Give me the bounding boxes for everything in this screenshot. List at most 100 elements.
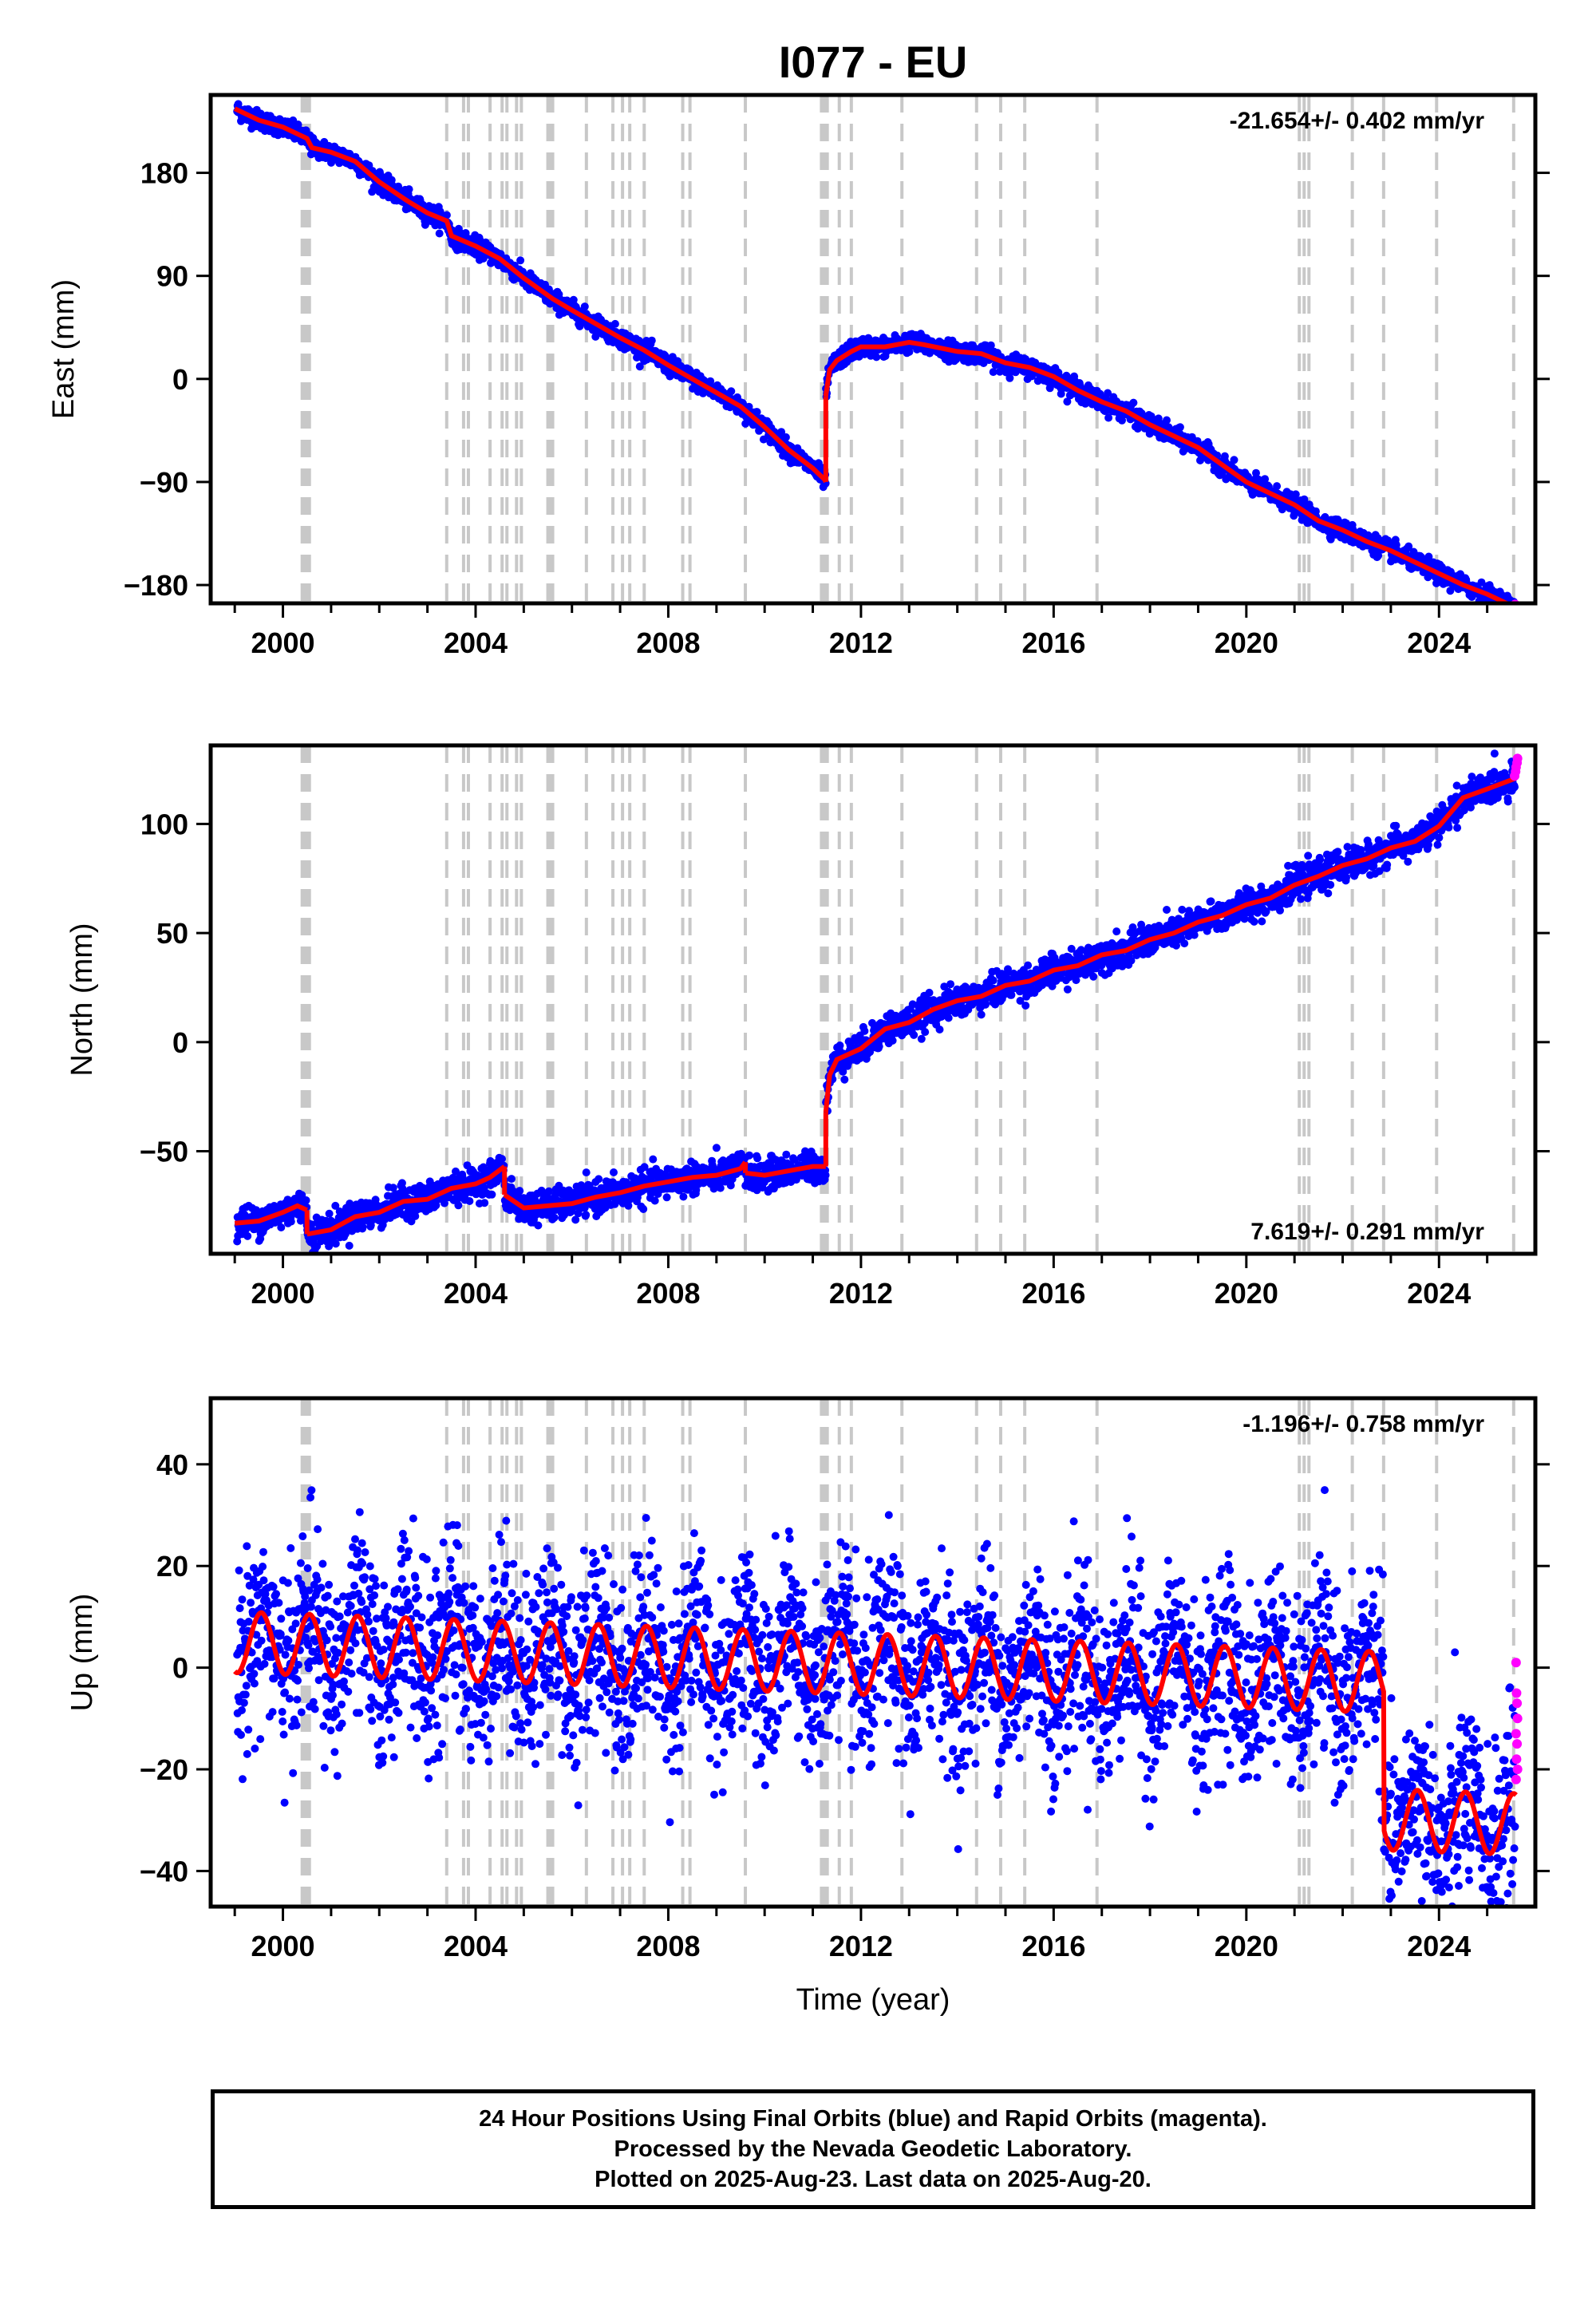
data-point xyxy=(1005,373,1014,382)
data-point xyxy=(341,1230,350,1239)
data-point xyxy=(1104,413,1113,422)
data-point xyxy=(534,1221,543,1230)
data-point xyxy=(679,1192,688,1201)
data-point xyxy=(317,1237,325,1246)
y-tick-label: −180 xyxy=(124,569,188,602)
data-point xyxy=(452,1167,460,1176)
model-line xyxy=(233,106,828,484)
data-point xyxy=(639,1205,648,1213)
data-point xyxy=(243,1231,252,1240)
data-point xyxy=(782,1150,791,1159)
plot-area xyxy=(233,95,1520,603)
data-point xyxy=(508,1175,516,1184)
data-point xyxy=(1118,416,1126,425)
data-point xyxy=(498,1155,506,1164)
data-point xyxy=(302,1196,310,1204)
data-point xyxy=(454,1201,463,1210)
x-tick-label: 2020 xyxy=(1215,626,1278,659)
data-point xyxy=(277,1223,286,1231)
data-point xyxy=(346,1199,354,1208)
data-point xyxy=(649,1155,658,1164)
data-point xyxy=(575,322,584,330)
rate-label: -21.654+/- 0.402 mm/yr xyxy=(1230,108,1485,134)
data-point xyxy=(1063,397,1072,406)
data-point xyxy=(716,1184,725,1192)
data-point xyxy=(986,341,995,350)
data-point xyxy=(635,362,644,371)
data-point xyxy=(712,1144,721,1152)
data-point xyxy=(488,1190,496,1199)
y-tick-label: 90 xyxy=(156,260,188,293)
data-point xyxy=(405,185,413,194)
data-point xyxy=(331,1239,340,1248)
data-point xyxy=(465,1197,474,1205)
data-point xyxy=(745,1151,753,1160)
data-point xyxy=(580,302,589,311)
data-point xyxy=(1273,482,1282,491)
x-tick-label: 2000 xyxy=(251,626,314,659)
data-point xyxy=(1252,468,1260,477)
data-point xyxy=(440,1199,448,1207)
data-point xyxy=(389,1184,397,1192)
data-point xyxy=(1175,423,1184,432)
data-point xyxy=(624,1201,633,1210)
data-point xyxy=(647,336,656,345)
x-tick-label: 2024 xyxy=(1407,626,1471,659)
y-tick-label: 0 xyxy=(172,363,188,396)
data-point xyxy=(872,353,881,362)
data-point xyxy=(650,1196,659,1205)
data-point xyxy=(1404,542,1413,551)
data-point xyxy=(358,1223,367,1231)
data-point xyxy=(1477,578,1486,587)
data-point xyxy=(1261,475,1270,484)
data-point xyxy=(294,121,302,128)
data-point xyxy=(432,1201,440,1210)
data-point xyxy=(781,433,790,441)
x-tick-label: 2016 xyxy=(1021,626,1085,659)
data-point xyxy=(550,1213,559,1222)
data-point xyxy=(325,1209,334,1218)
x-tick-label: 2012 xyxy=(829,626,893,659)
y-tick-label: −90 xyxy=(140,466,188,499)
data-point xyxy=(442,211,451,219)
model-line-group xyxy=(233,106,1512,603)
data-point xyxy=(516,1187,524,1196)
data-point xyxy=(1230,456,1238,464)
data-point xyxy=(1129,398,1138,407)
data-point xyxy=(571,1215,580,1224)
x-tick-label: 2008 xyxy=(636,626,700,659)
data-point xyxy=(331,1201,340,1210)
data-point xyxy=(480,1199,489,1207)
data-point xyxy=(345,1241,354,1250)
data-point xyxy=(610,319,619,328)
data-point xyxy=(307,1220,316,1229)
data-point xyxy=(905,347,914,356)
plot-frame xyxy=(208,93,1538,606)
y-tick-label: 180 xyxy=(140,157,188,190)
data-point xyxy=(684,1184,693,1193)
data-point xyxy=(595,1175,603,1184)
data-point xyxy=(995,367,1004,376)
data-point xyxy=(726,1181,735,1190)
plot-area xyxy=(233,745,1523,1254)
east-panel: 2000 2004 2008 2012 2016 2020 2024−180−9009018… xyxy=(47,93,1550,659)
north-panel: 2000 2004 2008 2012 2016 2020 2024−50050100Nor… xyxy=(65,743,1550,1310)
data-point xyxy=(610,1168,618,1176)
data-point xyxy=(1163,416,1171,425)
data-point xyxy=(544,1187,553,1196)
data-point xyxy=(582,1168,591,1177)
figure-title: I077 - EU xyxy=(779,37,968,87)
data-point xyxy=(516,256,525,265)
data-point xyxy=(1424,552,1433,561)
data-point xyxy=(325,1242,334,1251)
y-axis-label: East (mm) xyxy=(47,279,81,419)
data-point xyxy=(582,1211,591,1219)
data-point xyxy=(640,1163,649,1172)
data-point xyxy=(1374,551,1383,560)
data-point xyxy=(706,377,715,385)
data-point xyxy=(662,1193,671,1202)
data-point xyxy=(448,1173,457,1182)
data-point xyxy=(435,229,444,238)
model-line xyxy=(823,339,1512,603)
